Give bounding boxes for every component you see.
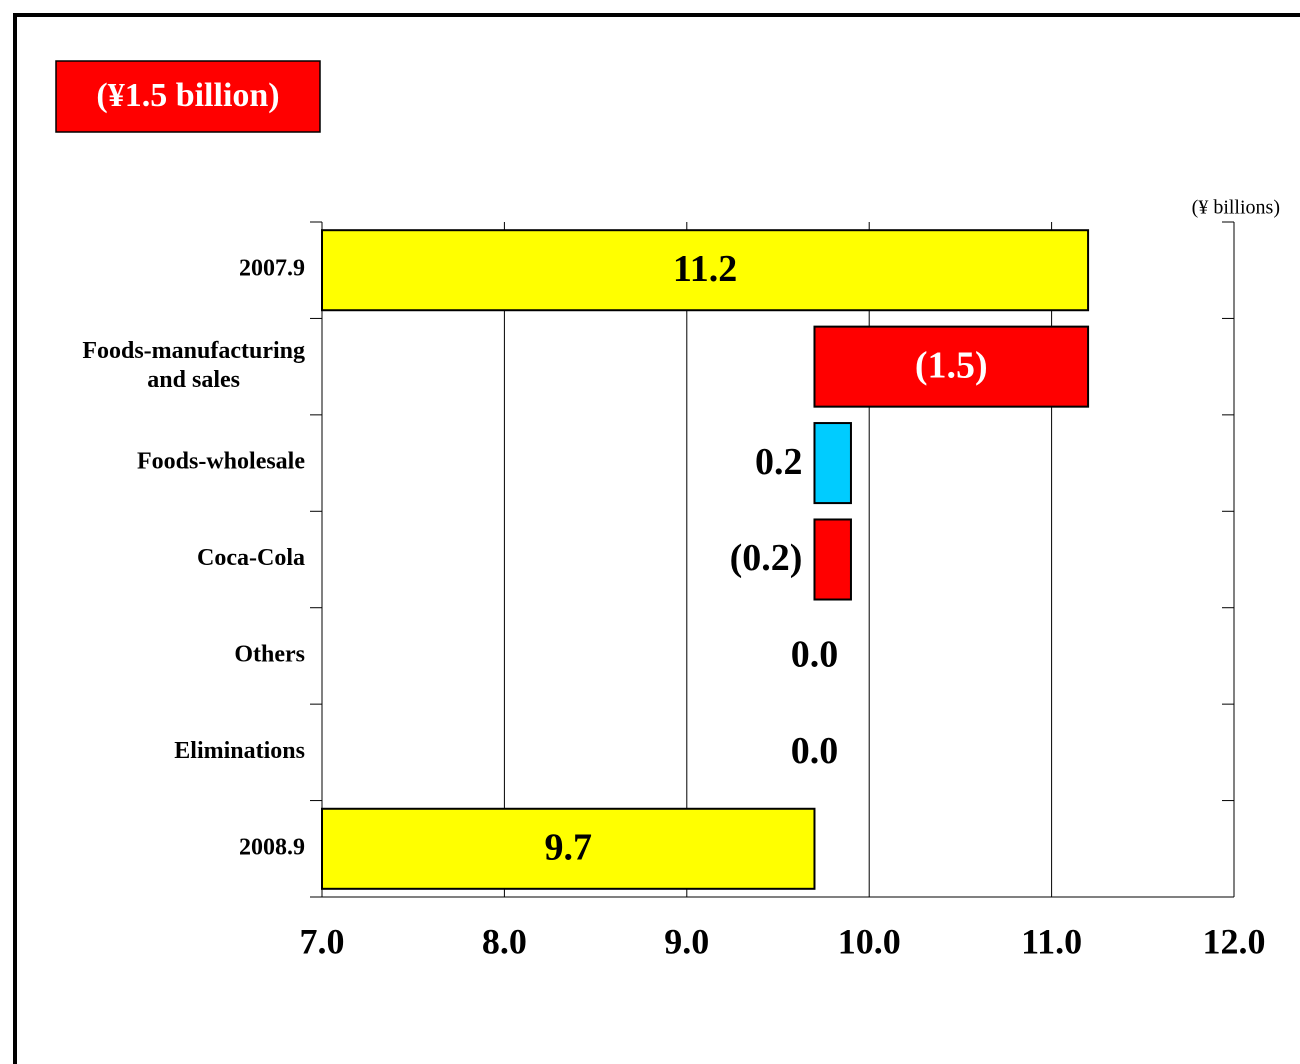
x-tick-label: 12.0 (1203, 921, 1266, 961)
bar (813, 325, 1090, 408)
value-label: 0.0 (791, 634, 839, 676)
category-label: 2008.9 (239, 834, 305, 860)
bar (813, 518, 852, 601)
value-label: 0.0 (791, 730, 839, 772)
unit-label: (¥ billions) (1192, 197, 1280, 219)
value-label: 9.7 (544, 827, 592, 869)
annotation-box (55, 60, 321, 133)
category-label: Foods-manufacturing and sales (82, 338, 305, 393)
bar (321, 229, 1090, 312)
value-label: (0.2) (730, 537, 803, 579)
category-label: 2007.9 (239, 256, 305, 282)
x-tick-label: 7.0 (300, 921, 345, 961)
bar (321, 807, 816, 890)
x-tick-label: 9.0 (664, 921, 709, 961)
category-label: Others (234, 641, 305, 667)
frame (13, 13, 1300, 1064)
category-label: Eliminations (174, 738, 305, 764)
value-label: 11.2 (673, 248, 737, 290)
category-label: Coca-Cola (197, 545, 305, 571)
value-label: (1.5) (915, 344, 988, 386)
x-tick-label: 8.0 (482, 921, 527, 961)
x-tick-label: 10.0 (838, 921, 901, 961)
bar (813, 422, 852, 505)
value-label: 0.2 (755, 441, 803, 483)
category-label: Foods-wholesale (137, 449, 305, 475)
x-tick-label: 11.0 (1021, 921, 1082, 961)
annotation: (¥1.5 billion) (96, 77, 279, 114)
